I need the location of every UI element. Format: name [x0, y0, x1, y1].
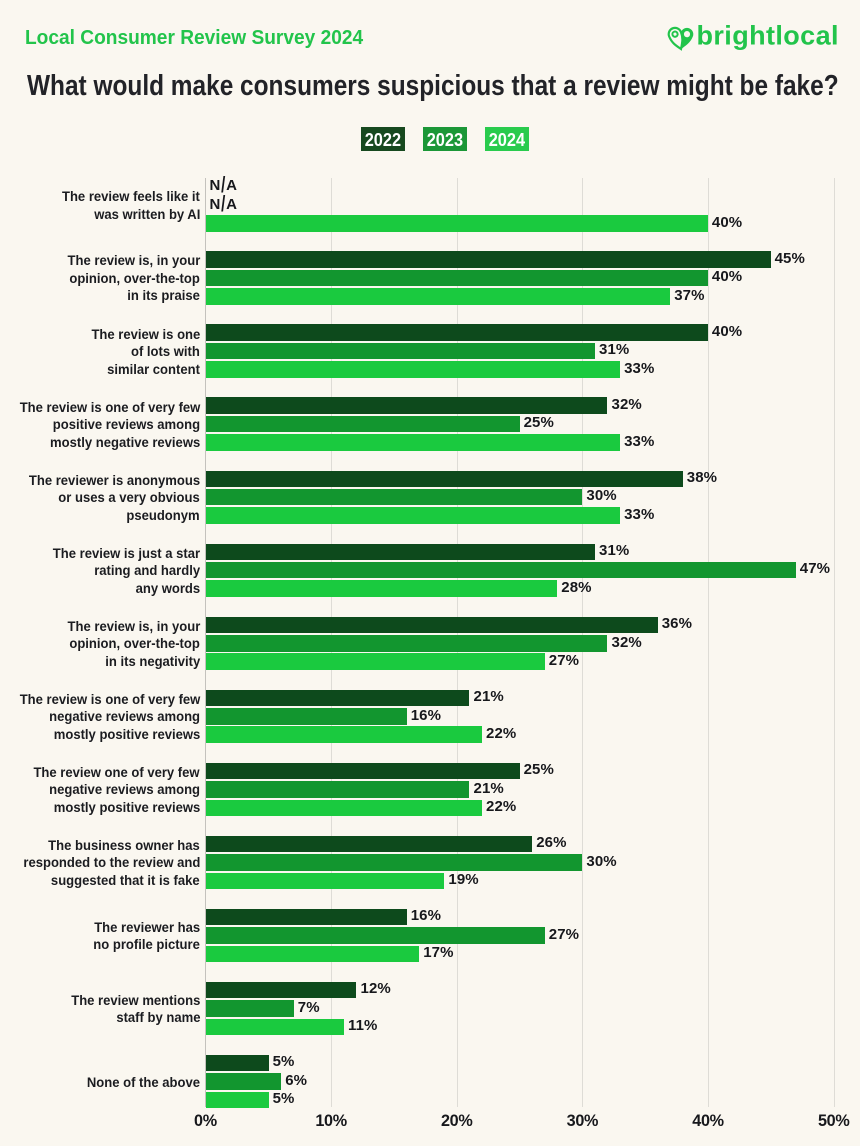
- svg-text:brightlocal: brightlocal: [697, 21, 839, 51]
